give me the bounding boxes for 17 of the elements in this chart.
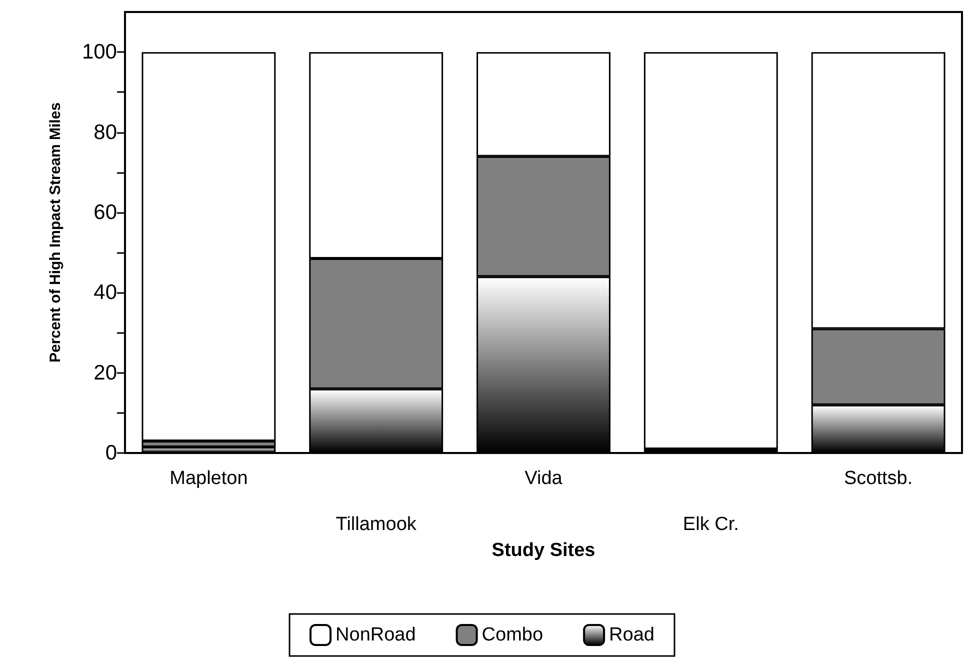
bar bbox=[644, 52, 778, 449]
y-tick-label: 0 bbox=[105, 442, 117, 464]
y-tick-label: 20 bbox=[94, 361, 117, 384]
y-tick-label: 80 bbox=[94, 120, 117, 144]
x-tick-label: Tillamook bbox=[336, 514, 417, 535]
legend-label: NonRoad bbox=[336, 624, 416, 646]
y-tick-label: 100 bbox=[82, 40, 117, 64]
x-tick-label: Vida bbox=[524, 468, 563, 489]
legend-label: Combo bbox=[482, 624, 544, 646]
y-tick-label: 60 bbox=[94, 200, 117, 224]
x-axis-title: Study Sites bbox=[492, 540, 596, 561]
legend-label: Road bbox=[609, 624, 654, 646]
y-tick-label: 40 bbox=[94, 281, 117, 304]
x-tick-label: Elk Cr. bbox=[682, 514, 739, 535]
x-tick-label: Mapleton bbox=[170, 468, 248, 489]
y-axis-title: Percent of High Impact Stream Miles bbox=[47, 102, 64, 363]
x-tick-label: Scottsb. bbox=[844, 468, 913, 489]
